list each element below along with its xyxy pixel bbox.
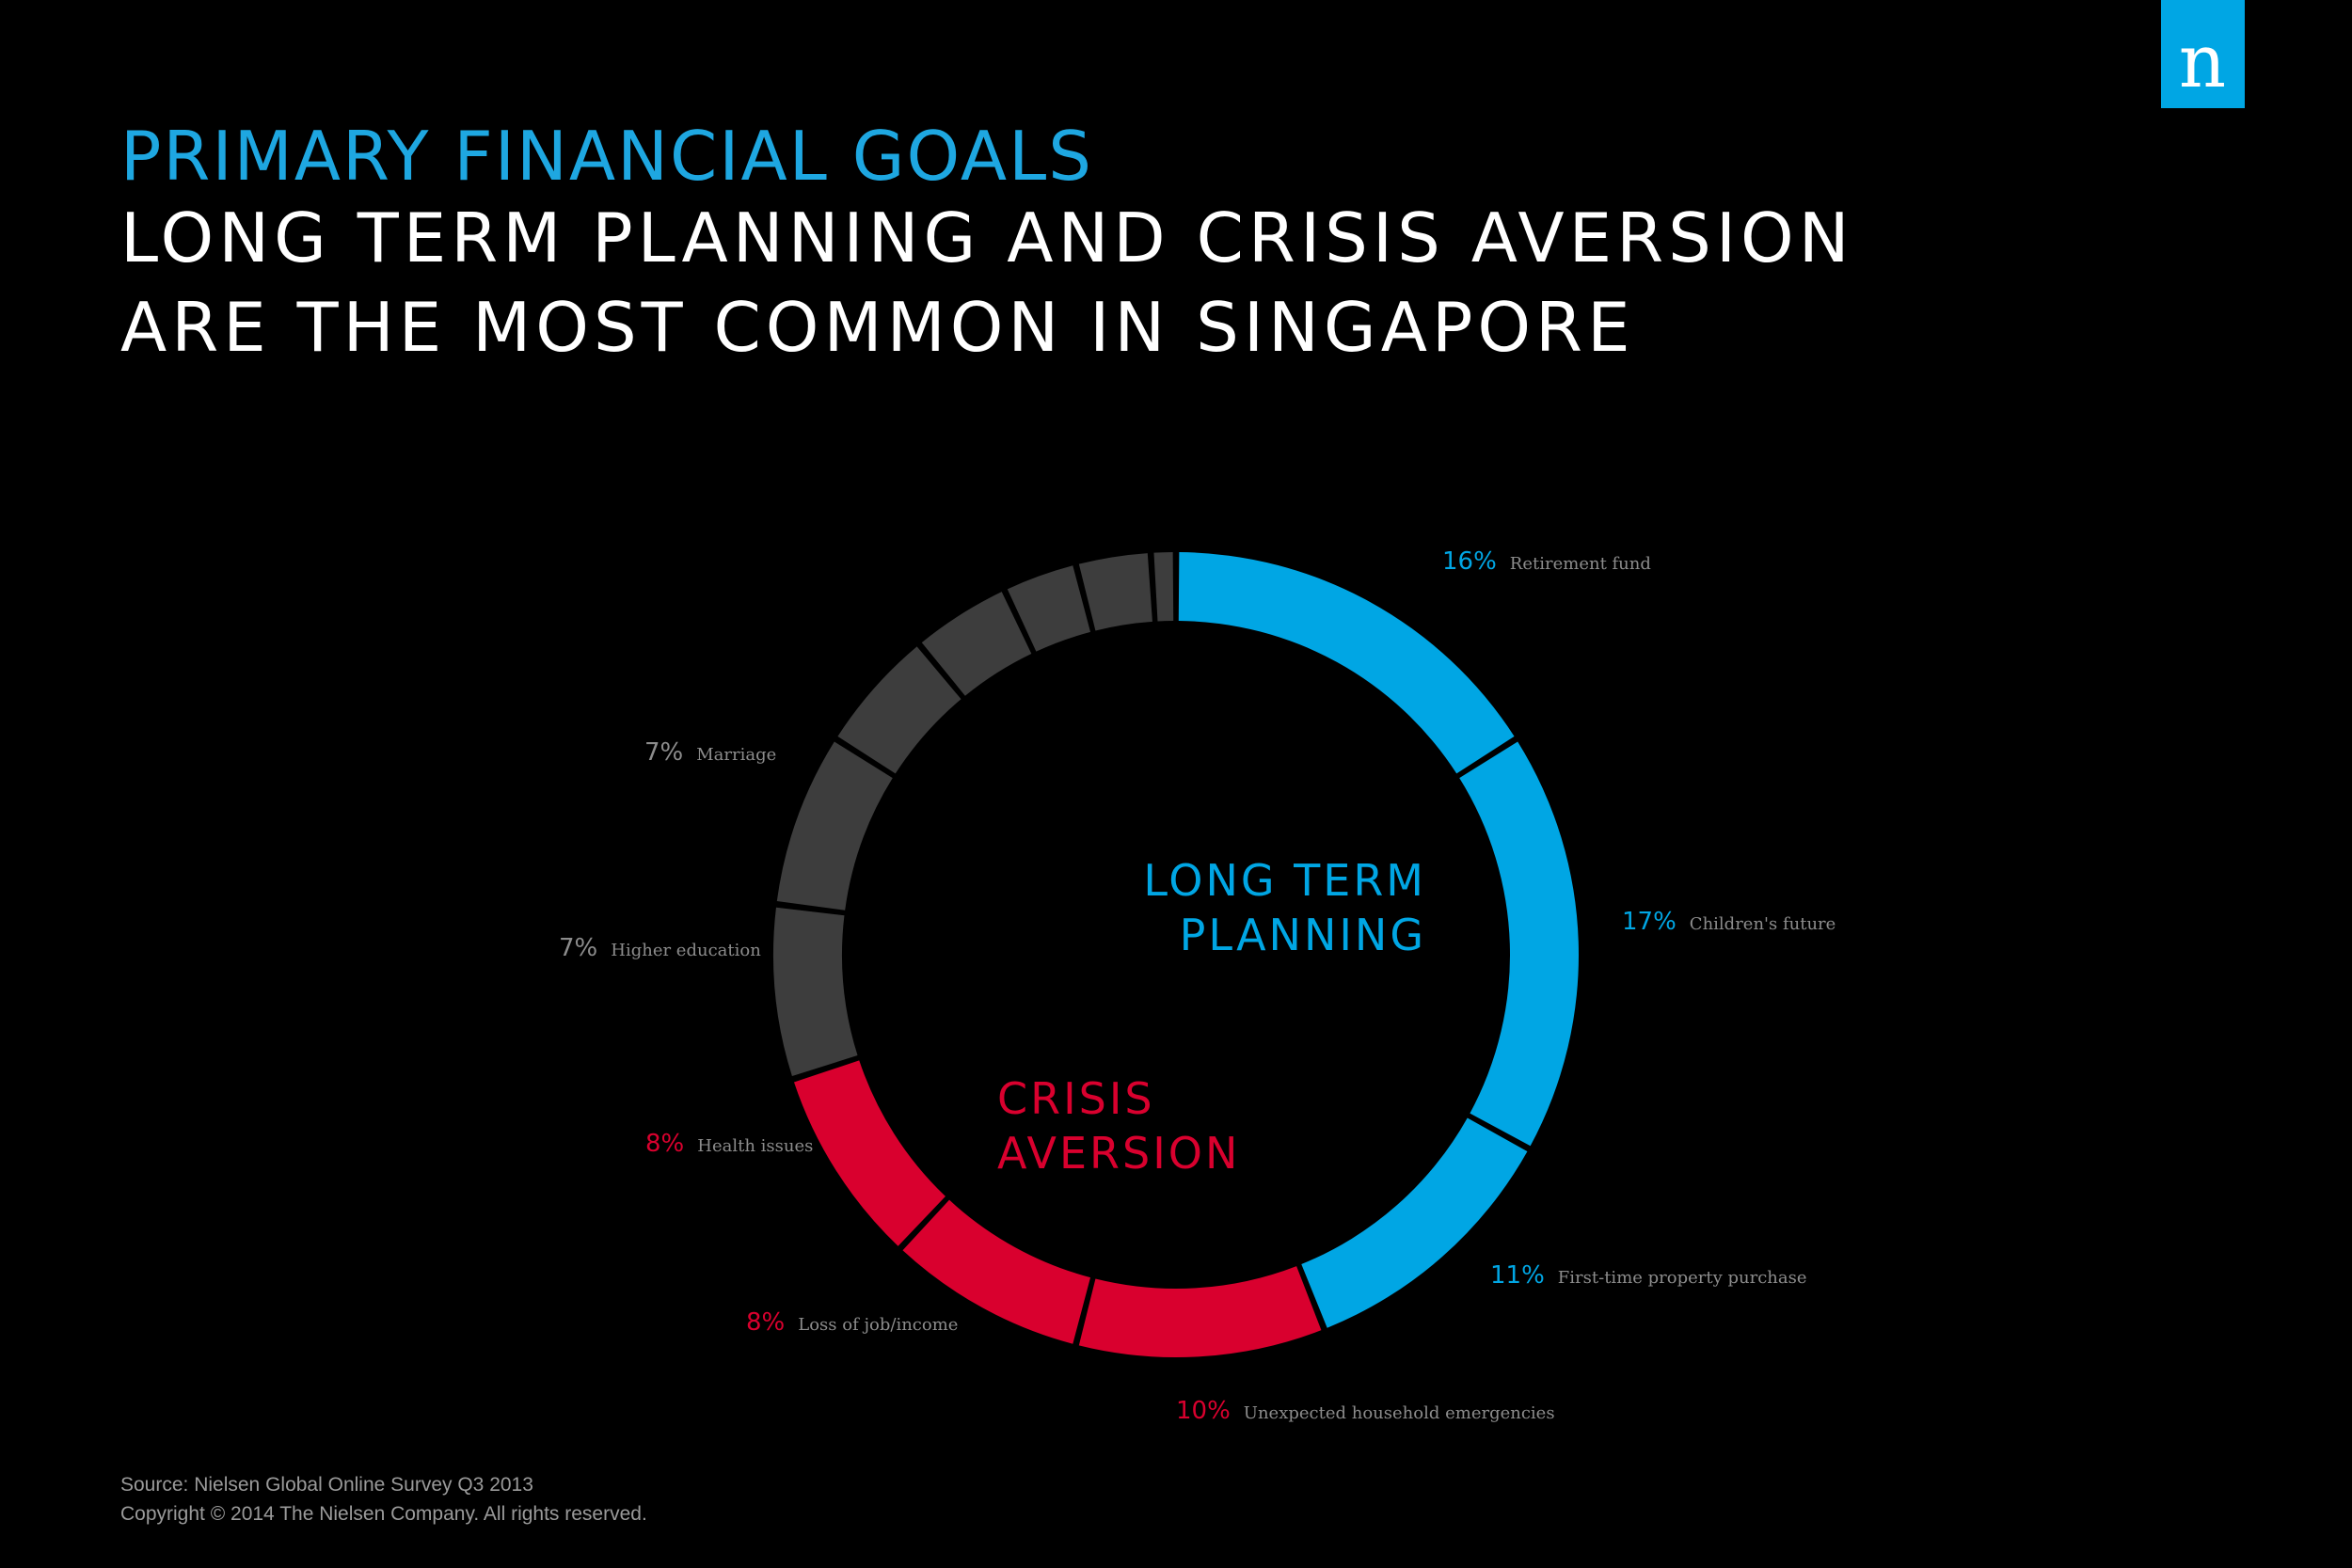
donut-slices: [773, 552, 1579, 1358]
donut-slice-health-issues: [793, 1060, 946, 1246]
slice-percent-label: 17%: [1622, 908, 1677, 936]
donut-slice-other-10: [1007, 565, 1091, 652]
group-label-long-term-line-1: LONG TERM: [1143, 855, 1426, 906]
slice-percent-label: 7%: [644, 738, 683, 767]
slice-category-label: Higher education: [611, 941, 761, 960]
slice-category-label: Children's future: [1690, 914, 1836, 934]
slice-label-children-s-future: 17% Children's future: [1622, 908, 1836, 936]
group-label-crisis-line-1: CRISIS: [997, 1073, 1155, 1124]
slice-percent-label: 7%: [559, 934, 597, 962]
donut-slice-other-12: [1153, 552, 1174, 622]
donut-slice-other-8: [837, 646, 961, 774]
donut-slice-other-11: [1078, 553, 1152, 631]
title-block: PRIMARY FINANCIAL GOALS LONG TERM PLANNI…: [120, 119, 1854, 372]
copyright-note: Copyright © 2014 The Nielsen Company. Al…: [120, 1503, 647, 1525]
slice-percent-label: 16%: [1442, 547, 1497, 576]
slice-label-loss-of-job-income: 8% Loss of job/income: [746, 1308, 958, 1337]
nielsen-logo-glyph: n: [2179, 20, 2226, 104]
chart-headline-line-1: LONG TERM PLANNING AND CRISIS AVERSION: [120, 198, 1854, 277]
slice-category-label: First-time property purchase: [1558, 1268, 1807, 1288]
group-label-crisis-line-2: AVERSION: [997, 1128, 1240, 1179]
slice-label-marriage: 7% Marriage: [644, 738, 776, 767]
slice-label-retirement-fund: 16% Retirement fund: [1442, 547, 1651, 576]
slice-category-label: Marriage: [696, 745, 776, 765]
slice-category-label: Retirement fund: [1510, 554, 1651, 574]
group-label-long-term-line-2: PLANNING: [1180, 910, 1426, 960]
nielsen-logo-letter: n: [2179, 20, 2226, 104]
slice-percent-label: 10%: [1176, 1397, 1231, 1425]
slice-category-label: Loss of job/income: [798, 1315, 958, 1335]
slice-percent-label: 8%: [746, 1308, 785, 1337]
donut-slice-children-s-future: [1459, 741, 1579, 1147]
slice-category-label: Unexpected household emergencies: [1244, 1403, 1555, 1423]
donut-slice-first-time-property-purchase: [1301, 1117, 1528, 1328]
slice-label-first-time-property-purchase: 11% First-time property purchase: [1490, 1261, 1807, 1290]
donut-slice-other-9: [921, 592, 1032, 696]
slice-percent-label: 8%: [645, 1130, 684, 1158]
slice-percent-label: 11%: [1490, 1261, 1545, 1290]
source-note: Source: Nielsen Global Online Survey Q3 …: [120, 1474, 533, 1496]
slice-labels: 16% Retirement fund 17% Children's future 11…: [559, 547, 1836, 1425]
donut-slice-higher-education: [773, 907, 858, 1077]
donut-slice-loss-of-job-income: [902, 1199, 1091, 1344]
chart-headline-line-2: ARE THE MOST COMMON IN SINGAPORE: [120, 288, 1635, 367]
slice-label-higher-education: 7% Higher education: [559, 934, 761, 962]
slice-label-unexpected-household-emergencies: 10% Unexpected household emergencies: [1176, 1397, 1555, 1425]
donut-slice-marriage: [776, 741, 893, 911]
nielsen-logo-icon: n: [2161, 0, 2245, 108]
chart-kicker-title: PRIMARY FINANCIAL GOALS: [120, 117, 1093, 196]
donut-slice-retirement-fund: [1178, 552, 1515, 774]
footer: Source: Nielsen Global Online Survey Q3 …: [120, 1470, 647, 1528]
slice-label-health-issues: 8% Health issues: [645, 1130, 813, 1158]
slice-category-label: Health issues: [697, 1136, 813, 1156]
donut-slice-unexpected-household-emergencies: [1078, 1266, 1322, 1358]
